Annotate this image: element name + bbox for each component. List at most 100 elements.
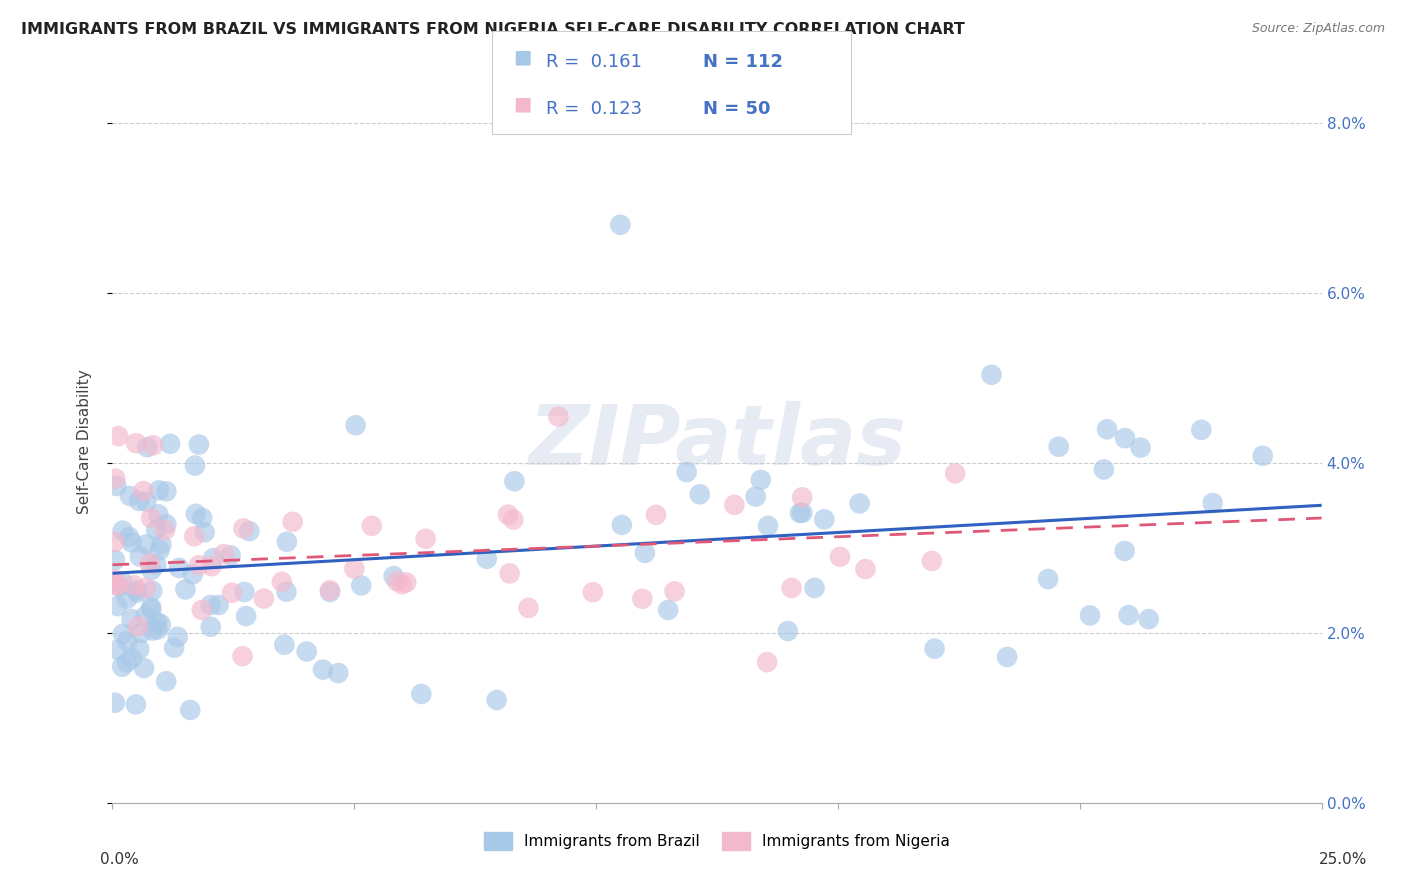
Point xyxy=(122,578,145,592)
Point xyxy=(125,436,148,450)
Point xyxy=(689,487,711,501)
Text: ZIPatlas: ZIPatlas xyxy=(529,401,905,482)
Point xyxy=(118,489,141,503)
Point xyxy=(276,584,298,599)
Point xyxy=(128,494,150,508)
Point xyxy=(148,508,170,522)
Point xyxy=(145,558,167,572)
Point xyxy=(167,561,190,575)
Point xyxy=(415,532,437,546)
Point xyxy=(496,508,519,522)
Point xyxy=(344,418,367,433)
Legend: Immigrants from Brazil, Immigrants from Nigeria: Immigrants from Brazil, Immigrants from … xyxy=(478,826,956,856)
Point xyxy=(233,585,256,599)
Point xyxy=(200,598,222,612)
Point xyxy=(201,559,224,574)
Point xyxy=(181,567,204,582)
Point xyxy=(498,566,520,581)
Point xyxy=(184,458,207,473)
Point xyxy=(127,585,149,599)
Point xyxy=(150,537,173,551)
Point xyxy=(281,515,304,529)
Point xyxy=(153,523,176,537)
Point xyxy=(319,585,342,599)
Text: 25.0%: 25.0% xyxy=(1319,852,1367,867)
Point xyxy=(121,651,143,665)
Point xyxy=(191,511,214,525)
Point xyxy=(1129,441,1152,455)
Point xyxy=(132,483,155,498)
Text: IMMIGRANTS FROM BRAZIL VS IMMIGRANTS FROM NIGERIA SELF-CARE DISABILITY CORRELATI: IMMIGRANTS FROM BRAZIL VS IMMIGRANTS FRO… xyxy=(21,22,965,37)
Point xyxy=(115,634,138,648)
Point xyxy=(107,429,129,443)
Point xyxy=(146,623,169,637)
Point xyxy=(128,642,150,657)
Point xyxy=(139,602,162,616)
Point xyxy=(159,437,181,451)
Point xyxy=(1114,431,1136,445)
Point xyxy=(645,508,668,522)
Point xyxy=(848,496,870,510)
Point xyxy=(328,666,350,681)
Point xyxy=(547,409,569,424)
Point xyxy=(104,472,127,486)
Point xyxy=(127,619,149,633)
Point xyxy=(121,612,143,626)
Point xyxy=(125,583,148,598)
Point xyxy=(276,534,298,549)
Point xyxy=(148,483,170,498)
Point xyxy=(111,660,134,674)
Point xyxy=(411,687,433,701)
Point xyxy=(155,674,177,689)
Point xyxy=(104,696,127,710)
Point xyxy=(634,546,657,560)
Point xyxy=(135,609,157,624)
Point xyxy=(146,615,169,629)
Point xyxy=(194,525,217,540)
Point xyxy=(135,494,157,508)
Point xyxy=(350,578,373,592)
Point xyxy=(115,656,138,670)
Point xyxy=(184,507,207,521)
Point xyxy=(756,655,779,669)
Text: R =  0.123: R = 0.123 xyxy=(546,100,641,118)
Point xyxy=(502,513,524,527)
Point xyxy=(295,644,318,658)
Point xyxy=(183,529,205,543)
Point xyxy=(191,603,214,617)
Point xyxy=(921,554,943,568)
Point xyxy=(789,506,811,520)
Point xyxy=(104,573,127,587)
Point xyxy=(1095,422,1118,436)
Point xyxy=(104,553,127,567)
Point xyxy=(104,578,127,592)
Point xyxy=(187,437,209,451)
Point xyxy=(166,630,188,644)
Point xyxy=(924,641,946,656)
Point xyxy=(1189,423,1212,437)
Point xyxy=(138,557,160,571)
Point xyxy=(111,627,134,641)
Point xyxy=(128,549,150,564)
Point xyxy=(121,535,143,549)
Point xyxy=(149,617,172,632)
Point xyxy=(219,549,242,563)
Point xyxy=(105,642,128,657)
Point xyxy=(141,583,163,598)
Point xyxy=(319,583,342,598)
Point xyxy=(163,640,186,655)
Point xyxy=(132,661,155,675)
Point xyxy=(253,591,276,606)
Point xyxy=(675,465,697,479)
Point xyxy=(141,600,163,615)
Point xyxy=(188,558,211,573)
Point xyxy=(1201,496,1223,510)
Point xyxy=(125,698,148,712)
Point xyxy=(135,581,157,595)
Point xyxy=(828,549,851,564)
Text: N = 112: N = 112 xyxy=(703,54,783,71)
Point xyxy=(131,625,153,640)
Point xyxy=(104,534,127,549)
Point xyxy=(108,580,131,594)
Point xyxy=(107,578,129,592)
